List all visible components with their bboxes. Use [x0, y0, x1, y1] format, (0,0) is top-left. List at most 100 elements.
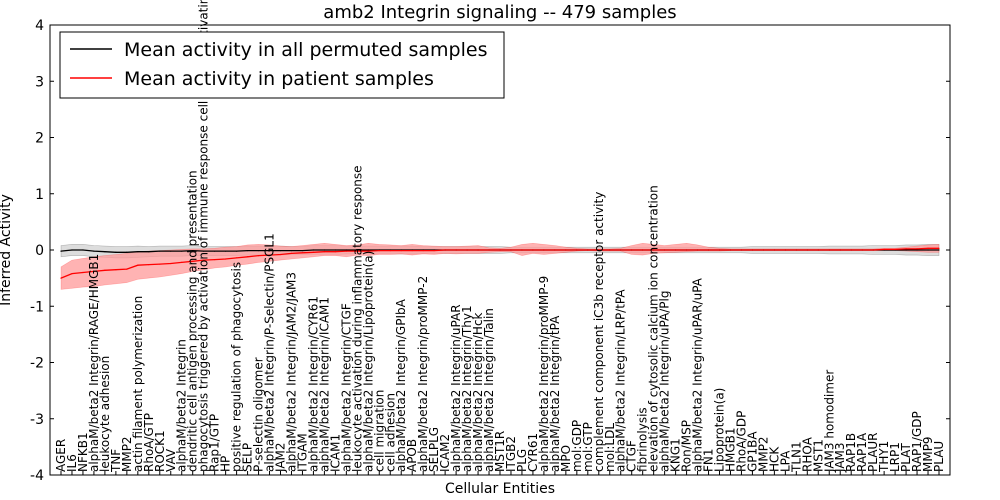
- entity-label: leukocyte adhesion: [98, 356, 112, 472]
- permuted-data-point: [927, 249, 929, 251]
- entity-label: IL6: [65, 454, 79, 472]
- y-tick-label: -3: [30, 412, 44, 428]
- patient-data-point: [894, 248, 896, 251]
- permuted-data-point: [60, 250, 62, 252]
- patient-data-point: [356, 250, 358, 252]
- entity-label: mol:GDP: [570, 420, 584, 472]
- entity-label: alphaM/beta2 Integrin/JAM2/JAM3: [284, 272, 298, 472]
- entity-label: LRP1: [888, 442, 902, 472]
- y-tick-label: -1: [30, 299, 44, 315]
- patient-data-point: [817, 249, 819, 251]
- patient-data-point: [685, 249, 688, 251]
- patient-data-point: [631, 249, 633, 251]
- patient-data-point: [170, 262, 172, 265]
- entity-label: HMGB1: [723, 427, 737, 472]
- entity-label: cell migration: [372, 390, 386, 472]
- entity-label: CYR61: [526, 433, 540, 472]
- entity-label: Rap1/GTP: [208, 414, 222, 472]
- permuted-data-point: [246, 249, 249, 252]
- entity-label: positive regulation of phagocytosis: [230, 262, 244, 472]
- patient-data-point: [60, 277, 62, 279]
- entity-label: PLAT: [899, 443, 913, 472]
- patient-data-point: [696, 249, 699, 251]
- permuted-data-point: [268, 249, 271, 252]
- patient-data-point: [257, 255, 260, 257]
- patient-data-point: [268, 254, 271, 256]
- entity-label: NFKB1: [76, 432, 90, 472]
- entity-label: alphaM/beta2 Integrin/RAGE/HMGB1: [87, 254, 101, 472]
- entity-label: Ron/MSP: [680, 420, 694, 472]
- legend-label-patient: Mean activity in patient samples: [124, 68, 434, 90]
- patient-data-point: [905, 248, 907, 250]
- legend-label-permuted: Mean activity in all permuted samples: [124, 39, 487, 61]
- y-tick-label: -2: [30, 356, 44, 372]
- patient-data-point: [718, 249, 721, 251]
- patient-data-point: [455, 249, 457, 251]
- entity-label: P-selectin oligomer: [252, 357, 266, 472]
- entity-label: alphaM/beta2 Integrin/proMMP-9: [537, 276, 551, 472]
- entity-label: alphaM/beta2 Integrin/uPA/Plg: [658, 291, 672, 472]
- entity-label: KNG1: [669, 438, 683, 472]
- entity-label: alphaM/beta2 Integrin/Talin: [482, 308, 496, 472]
- entity-label: RhoA/GTP: [142, 413, 156, 472]
- chart-title: amb2 Integrin signaling -- 479 samples: [323, 2, 676, 23]
- entity-label: alphaM/beta2 Integrin/uPAR/uPA: [691, 277, 705, 472]
- patient-data-point: [664, 249, 666, 251]
- patient-data-point: [345, 250, 347, 252]
- entity-label: alphaM/beta2 Integrin/CYR61: [306, 296, 320, 472]
- permuted-data-point: [137, 251, 139, 253]
- patient-data-point: [290, 252, 293, 254]
- entity-label: alphaM/beta2 Integrin/Thy1: [460, 305, 474, 472]
- patient-data-point: [148, 264, 150, 266]
- patient-data-point: [488, 249, 490, 251]
- plot-frame: [49, 24, 951, 476]
- patient-data-point: [751, 249, 754, 251]
- entity-label: PLAUR: [866, 432, 880, 472]
- patient-data-point: [411, 249, 413, 252]
- legend: Mean activity in all permuted samples Me…: [59, 31, 505, 99]
- entity-label: alphaM/beta2 Integrin/ICAM1: [317, 297, 331, 472]
- permuted-data-point: [181, 250, 183, 252]
- patient-data-point: [806, 249, 808, 251]
- entity-label: MST1R: [493, 431, 507, 472]
- patient-data-point: [323, 251, 325, 253]
- patient-data-point: [246, 256, 249, 258]
- permuted-data-point: [312, 249, 315, 251]
- patient-data-point: [389, 249, 391, 252]
- entity-label: mol:GTP: [581, 422, 595, 472]
- patient-data-point: [334, 251, 336, 253]
- patient-data-point: [236, 257, 238, 259]
- entity-label: SELP: [241, 443, 255, 472]
- patient-data-point: [773, 249, 775, 251]
- patient-data-point: [565, 249, 567, 251]
- permuted-data-point: [148, 251, 150, 253]
- x-axis-label: Cellular Entities: [445, 481, 555, 497]
- series-lines: [60, 247, 940, 279]
- entity-label: alphaM/beta2 Integrin/CTGF: [339, 303, 353, 472]
- permuted-data-point: [301, 249, 304, 252]
- entity-label: GP1BA: [745, 431, 759, 472]
- legend-box: [59, 31, 505, 99]
- permuted-data-point: [170, 250, 172, 252]
- entity-label: MMP2: [756, 436, 770, 472]
- patient-data-point: [707, 249, 710, 251]
- permuted-data-point: [916, 249, 918, 251]
- permuted-data-point: [236, 250, 238, 252]
- entity-label: RAP1B: [844, 433, 858, 472]
- patient-data-point: [126, 268, 128, 270]
- permuted-data-point: [192, 249, 194, 252]
- entity-label: ICAM1: [328, 434, 342, 472]
- entity-label: CTGF: [625, 440, 639, 472]
- permuted-data-point: [214, 250, 216, 252]
- y-tick-label: 2: [35, 131, 44, 147]
- patient-data-point: [850, 249, 852, 251]
- patient-data-point: [828, 249, 830, 251]
- entity-label: HCK: [767, 446, 781, 472]
- entity-label: Lipoprotein(a): [713, 388, 727, 472]
- entity-label: RAP1A: [855, 432, 869, 472]
- entity-label: alphaM/beta2 Integrin/P-Selectin/PSGL1: [263, 233, 277, 472]
- entity-label: MMP9: [921, 436, 935, 472]
- entity-label: mol:LDL: [603, 423, 617, 472]
- entity-label: PLG: [515, 449, 529, 472]
